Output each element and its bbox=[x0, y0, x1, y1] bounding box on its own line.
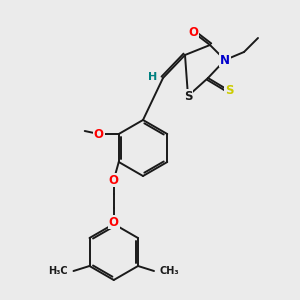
Text: N: N bbox=[220, 53, 230, 67]
Text: H: H bbox=[148, 72, 158, 82]
Text: S: S bbox=[184, 89, 192, 103]
Text: O: O bbox=[94, 128, 104, 140]
Text: O: O bbox=[109, 215, 119, 229]
Text: S: S bbox=[225, 83, 233, 97]
Text: CH₃: CH₃ bbox=[160, 266, 180, 276]
Text: H₃C: H₃C bbox=[48, 266, 68, 276]
Text: O: O bbox=[109, 173, 119, 187]
Text: O: O bbox=[188, 26, 198, 38]
